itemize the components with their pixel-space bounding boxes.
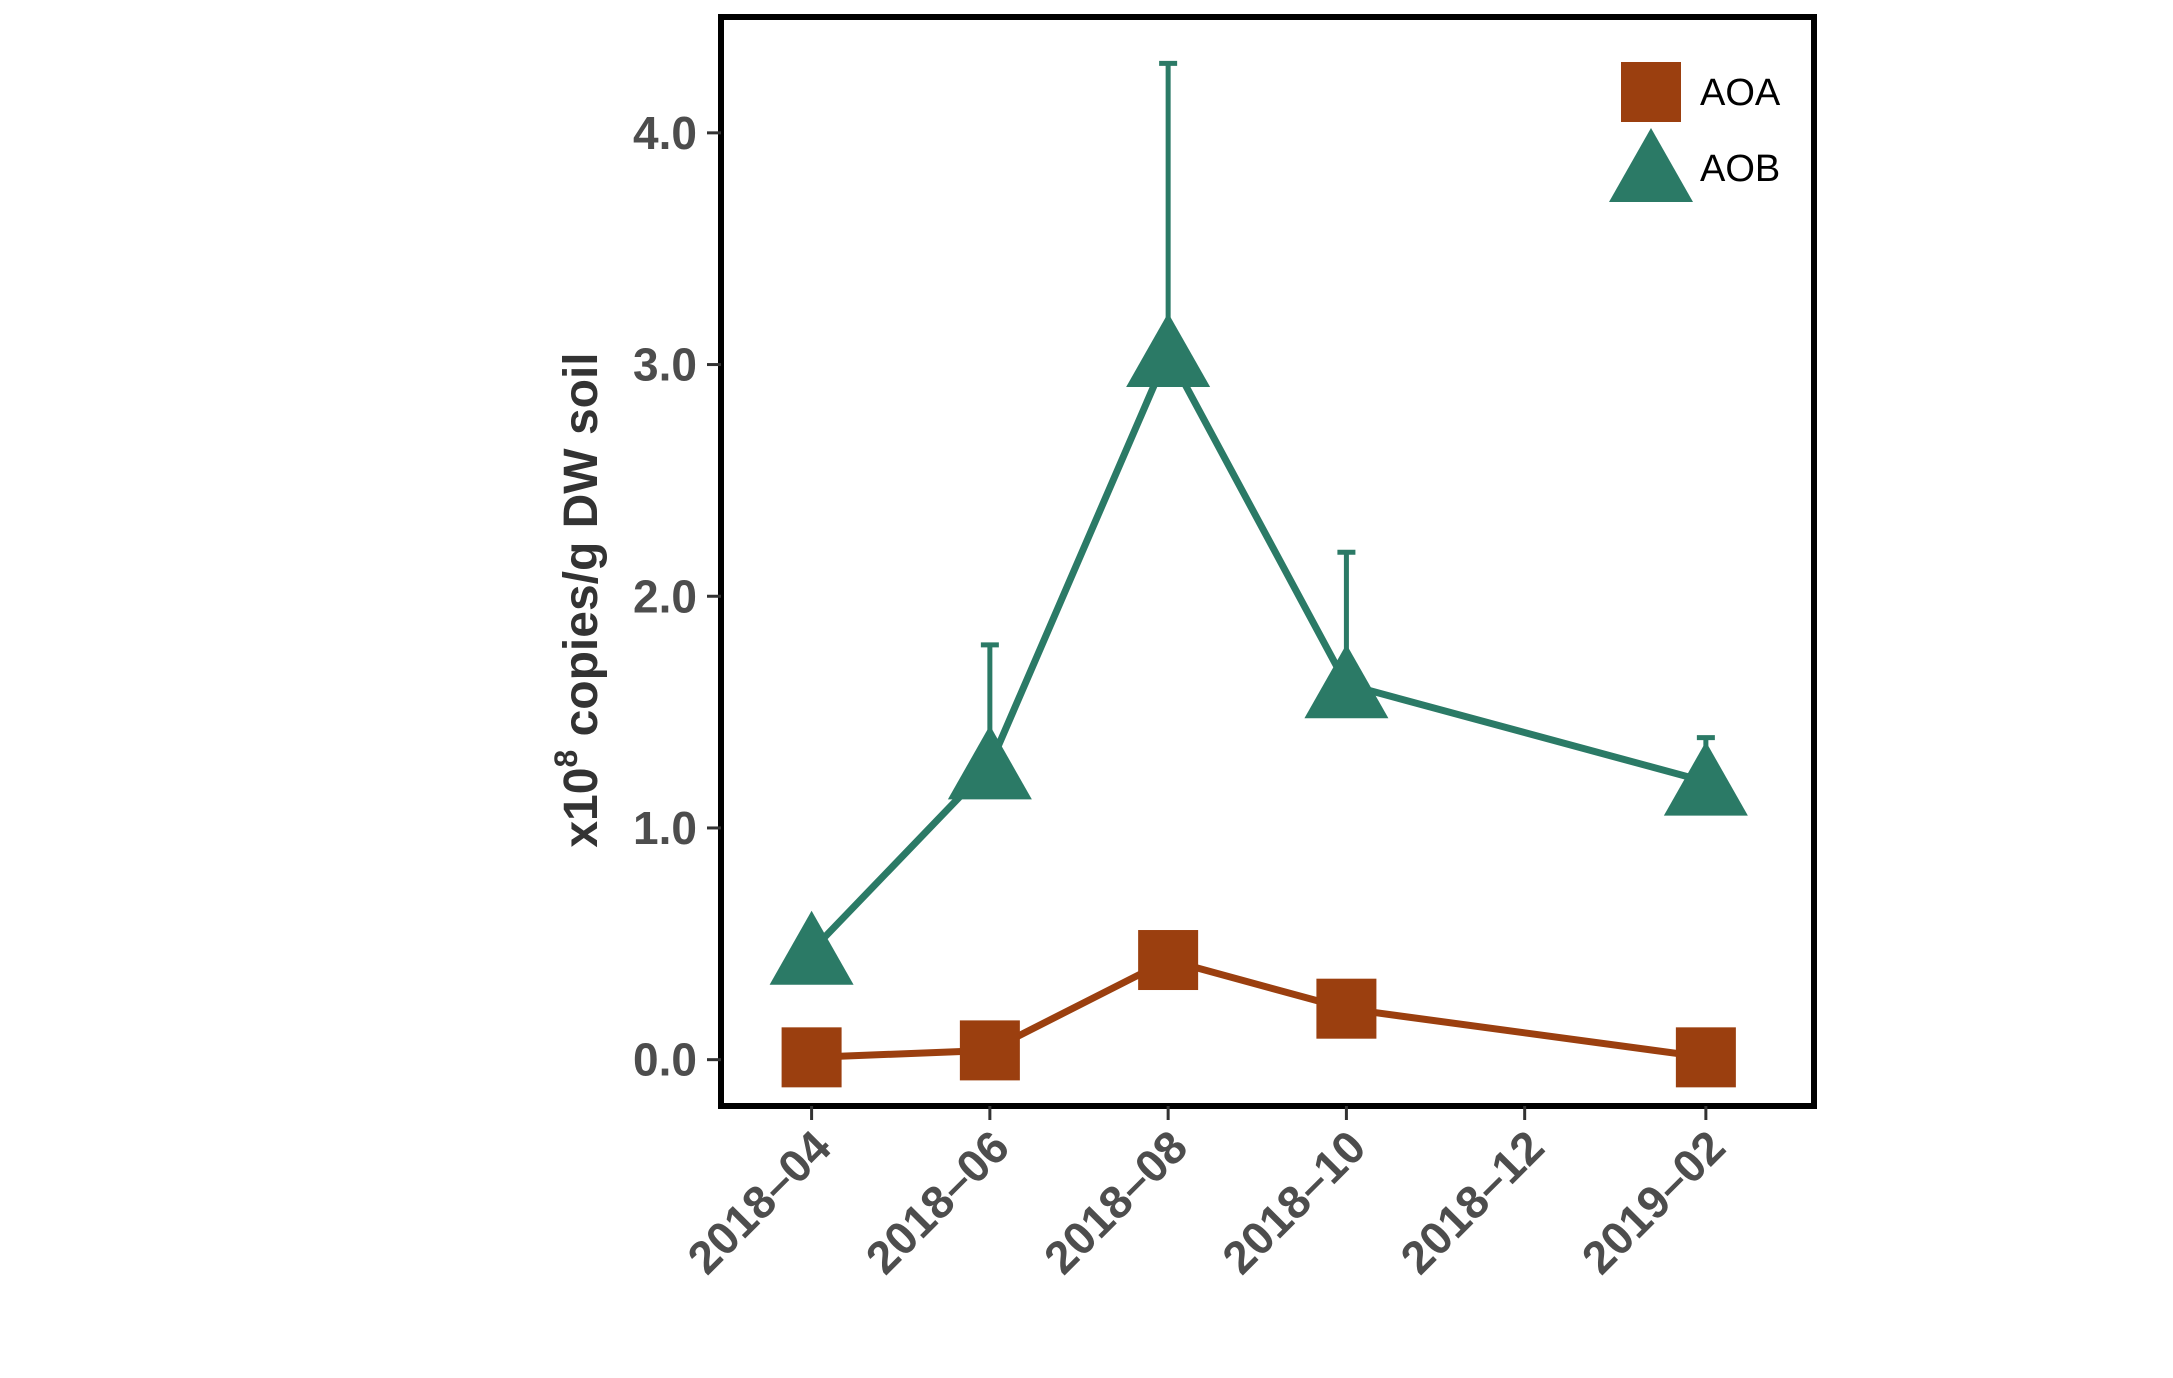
y-tick-label: 2.0 <box>633 570 697 622</box>
x-tick-label: 2018–12 <box>1390 1120 1553 1283</box>
series-layer <box>769 60 1748 1088</box>
legend-item-aoa: AOA <box>1621 62 1781 122</box>
legend-label-aoa: AOA <box>1700 72 1781 114</box>
y-axis: 0.0 1.0 2.0 3.0 4.0 <box>633 107 721 1086</box>
x-tick-label: 2018–08 <box>1034 1120 1197 1283</box>
plot-frame <box>718 14 1817 1109</box>
data-point-aoa <box>1138 930 1199 991</box>
y-axis-title-suffix: copies/g DW soil <box>555 352 608 749</box>
y-axis-title-prefix: x10 <box>555 768 608 848</box>
legend-item-aob: AOB <box>1609 128 1780 202</box>
legend-marker-aoa <box>1621 62 1681 122</box>
series-aoa <box>781 930 1736 1088</box>
data-point-aoa <box>959 1020 1020 1081</box>
y-tick-label: 3.0 <box>633 339 697 391</box>
data-point-aoa <box>1316 978 1377 1039</box>
legend-label-aob: AOB <box>1700 148 1780 190</box>
data-point-aob <box>947 725 1032 800</box>
y-tick-label: 1.0 <box>633 802 697 854</box>
data-point-aob <box>769 910 854 985</box>
data-point-aoa <box>1675 1027 1736 1088</box>
data-point-aob <box>1126 312 1211 387</box>
y-axis-title-superscript: 8 <box>548 750 584 768</box>
y-tick-label: 0.0 <box>633 1034 697 1086</box>
series-aob <box>769 60 1748 985</box>
series-line <box>811 956 1707 1061</box>
y-axis-title: x108 copies/g DW soil <box>548 352 608 847</box>
x-tick-label: 2018–04 <box>677 1120 841 1284</box>
series-line <box>809 349 1707 954</box>
legend: AOA AOB <box>1609 62 1781 202</box>
data-point-aob <box>1304 644 1389 719</box>
x-tick-label: 2019–02 <box>1572 1120 1735 1283</box>
data-point-aoa <box>781 1027 842 1088</box>
x-tick-label: 2018–10 <box>1212 1120 1375 1283</box>
legend-marker-aob <box>1609 128 1693 202</box>
x-tick-label: 2018–06 <box>856 1120 1019 1283</box>
data-point-aob <box>1663 741 1748 816</box>
x-axis: 2018–04 2018–06 2018–08 2018–10 2018–12 2019–… <box>677 1106 1735 1284</box>
y-tick-label: 4.0 <box>633 107 697 159</box>
